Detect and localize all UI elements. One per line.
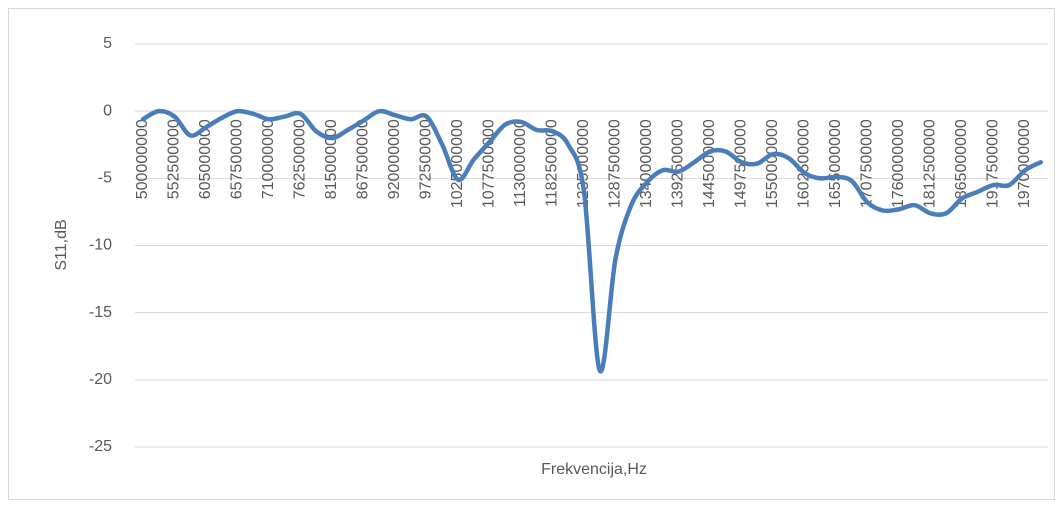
x-tick-label: 1865000000 [953, 119, 970, 208]
x-tick-label: 605000000 [197, 119, 214, 199]
x-tick-label: 762500000 [292, 119, 309, 199]
y-tick-label: 0 [103, 102, 112, 119]
x-axis-title: Frekvencija,Hz [541, 461, 647, 478]
x-tick-label: 1970000000 [1016, 119, 1033, 208]
x-tick-label: 1445000000 [701, 119, 718, 208]
x-tick-label: 972500000 [418, 119, 435, 199]
x-tick-label: 1707500000 [859, 119, 876, 208]
y-axis-title: S11,dB [53, 219, 70, 270]
y-tick-label: -10 [89, 237, 112, 254]
y-tick-label: -25 [89, 438, 112, 455]
x-tick-label: 1077500000 [481, 119, 498, 208]
x-tick-label: 657500000 [229, 119, 246, 199]
y-tick-label: -20 [89, 371, 112, 388]
x-tick-label: 1287500000 [607, 119, 624, 208]
x-tick-label: 1025000000 [449, 119, 466, 208]
x-tick-label: 710000000 [260, 119, 277, 199]
x-tick-label: 1130000000 [512, 119, 529, 207]
chart-frame [8, 8, 1055, 500]
y-tick-label: -5 [98, 170, 112, 187]
x-tick-label: 1340000000 [638, 119, 655, 208]
x-tick-label: 1917500000 [985, 119, 1002, 208]
x-tick-label: 552500000 [166, 119, 183, 199]
x-tick-label: 1602500000 [796, 119, 813, 208]
x-tick-label: 1760000000 [890, 119, 907, 208]
x-tick-label: 1392500000 [670, 119, 687, 208]
x-tick-label: 920000000 [386, 119, 403, 199]
x-tick-label: 1235000000 [575, 119, 592, 208]
data-line [140, 108, 1043, 374]
x-tick-label: 815000000 [323, 119, 340, 199]
x-tick-label: 1182500000 [544, 119, 561, 207]
y-tick-label: -15 [89, 304, 112, 321]
x-tick-label: 1655000000 [827, 119, 844, 208]
x-tick-label: 867500000 [355, 119, 372, 199]
x-tick-label: 1812500000 [922, 119, 939, 208]
x-tick-label: 1550000000 [764, 119, 781, 208]
x-tick-label: 500000000 [134, 119, 151, 199]
y-tick-label: 5 [103, 35, 112, 52]
